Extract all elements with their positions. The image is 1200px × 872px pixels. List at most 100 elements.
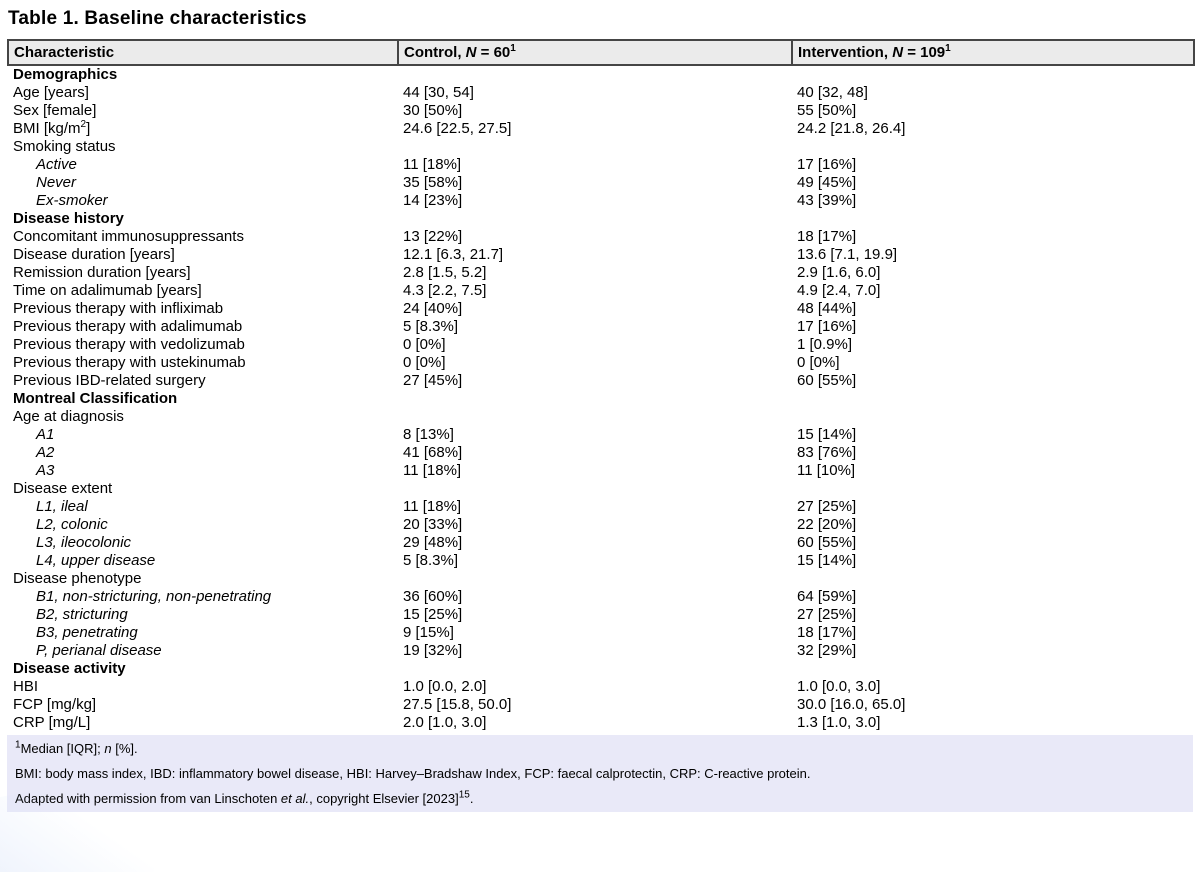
control-value-cell <box>398 408 792 426</box>
table-body: Demographics Age [years] 44 [30, 54] 40 [32… <box>8 65 1194 732</box>
characteristic-cell: Demographics <box>13 66 118 83</box>
section-row: Demographics <box>8 65 1194 84</box>
intervention-value-cell: 18 [17%] <box>797 228 857 245</box>
control-value-cell <box>398 138 792 156</box>
characteristic-cell: L1, ileal <box>36 498 88 515</box>
control-value-cell: 0 [0%] <box>403 336 446 353</box>
control-value-cell: 11 [18%] <box>403 462 462 479</box>
characteristic-cell: Age at diagnosis <box>13 408 124 425</box>
table-row: Disease duration [years] 12.1 [6.3, 21.7]… <box>8 246 1194 264</box>
control-value-cell: 0 [0%] <box>403 354 446 371</box>
intervention-value-cell <box>792 660 1194 678</box>
intervention-value-cell: 43 [39%] <box>797 192 857 209</box>
intervention-value-cell: 17 [16%] <box>797 318 857 335</box>
table-row: Remission duration [years] 2.8 [1.5, 5.2]… <box>8 264 1194 282</box>
intervention-value-cell <box>792 390 1194 408</box>
intervention-value-cell: 0 [0%] <box>797 354 840 371</box>
control-value-cell: 20 [33%] <box>403 516 463 533</box>
table-row: FCP [mg/kg] 27.5 [15.8, 50.0] 30.0 [16.0, … <box>8 696 1194 714</box>
characteristic-cell: L2, colonic <box>36 516 108 533</box>
intervention-value-cell: 64 [59%] <box>797 588 857 605</box>
control-value-cell <box>398 660 792 678</box>
table-row: Age [years] 44 [30, 54] 40 [32, 48] <box>8 84 1194 102</box>
table-row: Time on adalimumab [years] 4.3 [2.2, 7.5]… <box>8 282 1194 300</box>
table-row: CRP [mg/L] 2.0 [1.0, 3.0] 1.3 [1.0, 3.0] <box>8 714 1194 732</box>
intervention-value-cell: 15 [14%] <box>797 426 857 443</box>
characteristic-cell: L4, upper disease <box>36 552 156 569</box>
footnote-line: Adapted with permission from van Linscho… <box>15 789 474 806</box>
characteristic-cell: Previous IBD-related surgery <box>13 372 206 389</box>
table-row: Previous therapy with ustekinumab 0 [0%] 0… <box>8 354 1194 372</box>
table-title: Table 1. Baseline characteristics <box>8 8 307 29</box>
control-value-cell: 44 [30, 54] <box>403 84 474 101</box>
intervention-value-cell: 4.9 [2.4, 7.0] <box>797 282 881 299</box>
characteristic-cell: Disease activity <box>13 660 126 677</box>
characteristic-cell: Concomitant immunosuppressants <box>13 228 244 245</box>
characteristic-cell: Never <box>36 174 77 191</box>
control-value-cell: 11 [18%] <box>403 498 462 515</box>
control-value-cell: 11 [18%] <box>403 156 462 173</box>
intervention-value-cell: 1 [0.9%] <box>797 336 853 353</box>
baseline-characteristics-table: Characteristic Control, N = 601 Interven… <box>7 39 1195 732</box>
intervention-value-cell: 60 [55%] <box>797 372 857 389</box>
table-row: Previous therapy with vedolizumab 0 [0%] 1… <box>8 336 1194 354</box>
header-characteristic: Characteristic <box>7 39 399 66</box>
characteristic-cell: L3, ileocolonic <box>36 534 132 551</box>
table-row: Previous IBD-related surgery 27 [45%] 60 [… <box>8 372 1194 390</box>
table-row: P, perianal disease 19 [32%] 32 [29%] <box>8 642 1194 660</box>
characteristic-cell: B3, penetrating <box>36 624 138 641</box>
control-value-cell: 2.8 [1.5, 5.2] <box>403 264 487 281</box>
characteristic-cell: CRP [mg/L] <box>13 714 91 731</box>
control-value-cell: 9 [15%] <box>403 624 454 641</box>
intervention-value-cell <box>792 570 1194 588</box>
table-row: Disease phenotype <box>8 570 1194 588</box>
characteristic-cell: Previous therapy with vedolizumab <box>13 336 245 353</box>
characteristic-cell: Remission duration [years] <box>13 264 191 281</box>
table-row: HBI 1.0 [0.0, 2.0] 1.0 [0.0, 3.0] <box>8 678 1194 696</box>
intervention-value-cell: 15 [14%] <box>797 552 857 569</box>
characteristic-cell: A1 <box>36 426 55 443</box>
intervention-value-cell: 1.3 [1.0, 3.0] <box>797 714 881 731</box>
header-control: Control, N = 601 <box>397 39 793 66</box>
control-value-cell: 4.3 [2.2, 7.5] <box>403 282 487 299</box>
table-row: BMI [kg/m2] 24.6 [22.5, 27.5] 24.2 [21.8, … <box>8 120 1194 138</box>
intervention-value-cell <box>792 65 1194 84</box>
control-value-cell: 8 [13%] <box>403 426 454 443</box>
table-row: L1, ileal 11 [18%] 27 [25%] <box>8 498 1194 516</box>
table-row: B2, stricturing 15 [25%] 27 [25%] <box>8 606 1194 624</box>
intervention-value-cell: 24.2 [21.8, 26.4] <box>797 120 906 137</box>
intervention-value-cell <box>792 210 1194 228</box>
characteristic-cell: Disease phenotype <box>13 570 142 587</box>
characteristic-cell: Ex-smoker <box>36 192 108 209</box>
control-value-cell: 13 [22%] <box>403 228 463 245</box>
characteristic-cell: P, perianal disease <box>36 642 162 659</box>
control-value-cell: 29 [48%] <box>403 534 463 551</box>
intervention-value-cell: 55 [50%] <box>797 102 857 119</box>
footnote-line: 1Median [IQR]; n [%]. <box>15 739 138 756</box>
table-row: L3, ileocolonic 29 [48%] 60 [55%] <box>8 534 1194 552</box>
intervention-value-cell: 49 [45%] <box>797 174 857 191</box>
characteristic-cell: Active <box>36 156 77 173</box>
control-value-cell: 12.1 [6.3, 21.7] <box>403 246 504 263</box>
intervention-value-cell: 40 [32, 48] <box>797 84 868 101</box>
control-value-cell: 36 [60%] <box>403 588 463 605</box>
characteristic-cell: Montreal Classification <box>13 390 178 407</box>
characteristic-cell: A2 <box>36 444 55 461</box>
control-value-cell <box>398 480 792 498</box>
table-row: Never 35 [58%] 49 [45%] <box>8 174 1194 192</box>
control-value-cell: 41 [68%] <box>403 444 463 461</box>
characteristic-cell: BMI [kg/m2] <box>13 120 91 137</box>
footnote-line: BMI: body mass index, IBD: inflammatory … <box>15 766 811 781</box>
control-value-cell <box>398 390 792 408</box>
intervention-value-cell: 27 [25%] <box>797 498 857 515</box>
control-value-cell <box>398 570 792 588</box>
header-row: Characteristic Control, N = 601 Interven… <box>7 39 1195 66</box>
characteristic-cell: Previous therapy with infliximab <box>13 300 224 317</box>
section-row: Disease history <box>8 210 1194 228</box>
characteristic-cell: B2, stricturing <box>36 606 128 623</box>
table-row: A2 41 [68%] 83 [76%] <box>8 444 1194 462</box>
table-row: Active 11 [18%] 17 [16%] <box>8 156 1194 174</box>
characteristic-cell: Disease history <box>13 210 124 227</box>
control-value-cell: 5 [8.3%] <box>403 318 459 335</box>
control-value-cell: 24.6 [22.5, 27.5] <box>403 120 512 137</box>
